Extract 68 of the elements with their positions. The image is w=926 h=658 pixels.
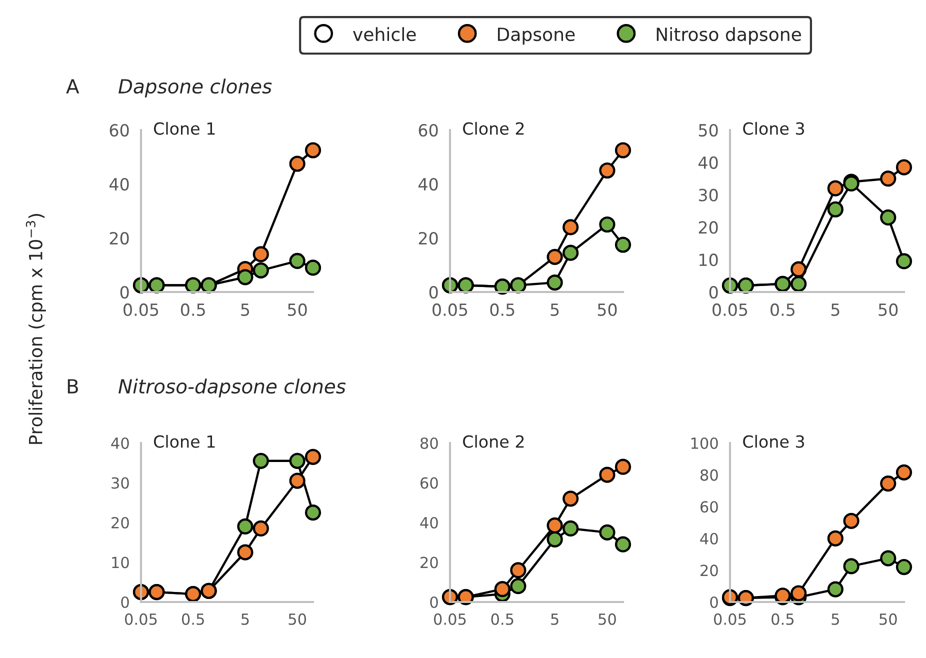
y-tick-label: 0 bbox=[709, 286, 718, 299]
x-tick-label: 5 bbox=[550, 304, 559, 316]
x-tick-label: 50 bbox=[288, 613, 306, 625]
chart-subtitle: Dapsone clones bbox=[118, 78, 272, 98]
y-tick-label: 0 bbox=[429, 286, 438, 299]
x-tick-label: 5 bbox=[832, 614, 839, 625]
x-tick-label: 50 bbox=[598, 303, 617, 316]
y-tick-label: 20 bbox=[420, 556, 438, 568]
x-tick-label: 5 bbox=[551, 614, 558, 625]
chart-title: Clone 3 bbox=[743, 122, 804, 135]
chart-subtitle: Nitroso-dapsone clones bbox=[118, 378, 346, 398]
x-tick-label: 0.5 bbox=[490, 303, 514, 316]
y-tick-label: 80 bbox=[700, 469, 718, 481]
y-tick-label: 40 bbox=[109, 178, 129, 191]
x-tick-label: 50 bbox=[288, 303, 307, 316]
y-tick-label: 20 bbox=[700, 564, 718, 576]
x-tick-label: 50 bbox=[598, 613, 616, 625]
y-tick-label: 10 bbox=[700, 254, 718, 266]
chart-title: Clone 3 bbox=[743, 434, 804, 448]
legend-label: Dapsone bbox=[498, 28, 575, 45]
y-tick-label: 30 bbox=[698, 188, 718, 202]
y-tick-label: 60 bbox=[418, 124, 438, 137]
y-tick-label: 40 bbox=[418, 178, 438, 191]
y-tick-label: 80 bbox=[420, 437, 438, 450]
x-tick-label: 0.5 bbox=[772, 613, 794, 625]
x-tick-label: 0.05 bbox=[434, 613, 466, 625]
y-tick-label: 60 bbox=[110, 124, 129, 137]
chart-title: Clone 2 bbox=[463, 122, 524, 135]
chart-title: Clone 1 bbox=[154, 122, 215, 135]
x-tick-label: 0.5 bbox=[491, 613, 514, 625]
y-tick-label: 40 bbox=[111, 437, 129, 450]
y-tick-label: 40 bbox=[700, 532, 718, 544]
y-axis-title: Proliferation (cpm x 10$^{−3}$) bbox=[26, 214, 46, 444]
y-tick-label: 0 bbox=[121, 596, 129, 608]
y-tick-label: 10 bbox=[112, 556, 129, 568]
x-tick-label: 5 bbox=[241, 304, 250, 316]
legend-label: Nitroso dapsone bbox=[656, 27, 801, 45]
y-tick-label: 50 bbox=[698, 124, 718, 137]
y-tick-label: 20 bbox=[418, 232, 438, 245]
x-tick-label: 50 bbox=[878, 303, 898, 316]
x-tick-label: 0.5 bbox=[180, 303, 205, 316]
legend-label: vehicle bbox=[352, 27, 416, 42]
chart-title: Clone 2 bbox=[463, 434, 524, 448]
y-tick-label: 0 bbox=[430, 596, 438, 608]
y-tick-label: 0 bbox=[120, 286, 129, 299]
x-tick-label: 0.05 bbox=[124, 303, 158, 316]
x-tick-label: 50 bbox=[880, 613, 897, 625]
y-tick-label: 0 bbox=[710, 596, 718, 608]
x-tick-label: 0.5 bbox=[770, 303, 795, 316]
y-tick-label: 40 bbox=[420, 516, 438, 529]
x-tick-label: 0.05 bbox=[432, 303, 468, 316]
y-tick-label: 20 bbox=[698, 221, 718, 234]
y-tick-label: 60 bbox=[700, 501, 718, 513]
x-tick-label: 5 bbox=[831, 304, 840, 316]
y-tick-label: 100 bbox=[691, 437, 718, 450]
y-tick-label: 40 bbox=[698, 156, 718, 169]
chart-title: Clone 1 bbox=[154, 434, 215, 448]
y-tick-label: 60 bbox=[420, 477, 438, 489]
y-tick-label: 20 bbox=[110, 232, 129, 245]
text: B bbox=[68, 379, 78, 394]
x-tick-label: 0.05 bbox=[714, 613, 746, 625]
x-tick-label: 5 bbox=[242, 614, 249, 625]
x-tick-label: 0.05 bbox=[712, 303, 748, 316]
x-tick-label: 0.05 bbox=[125, 613, 157, 625]
y-tick-label: 30 bbox=[112, 477, 129, 489]
y-tick-label: 20 bbox=[112, 516, 129, 529]
text: A bbox=[66, 79, 80, 94]
x-tick-label: 0.5 bbox=[182, 613, 204, 625]
